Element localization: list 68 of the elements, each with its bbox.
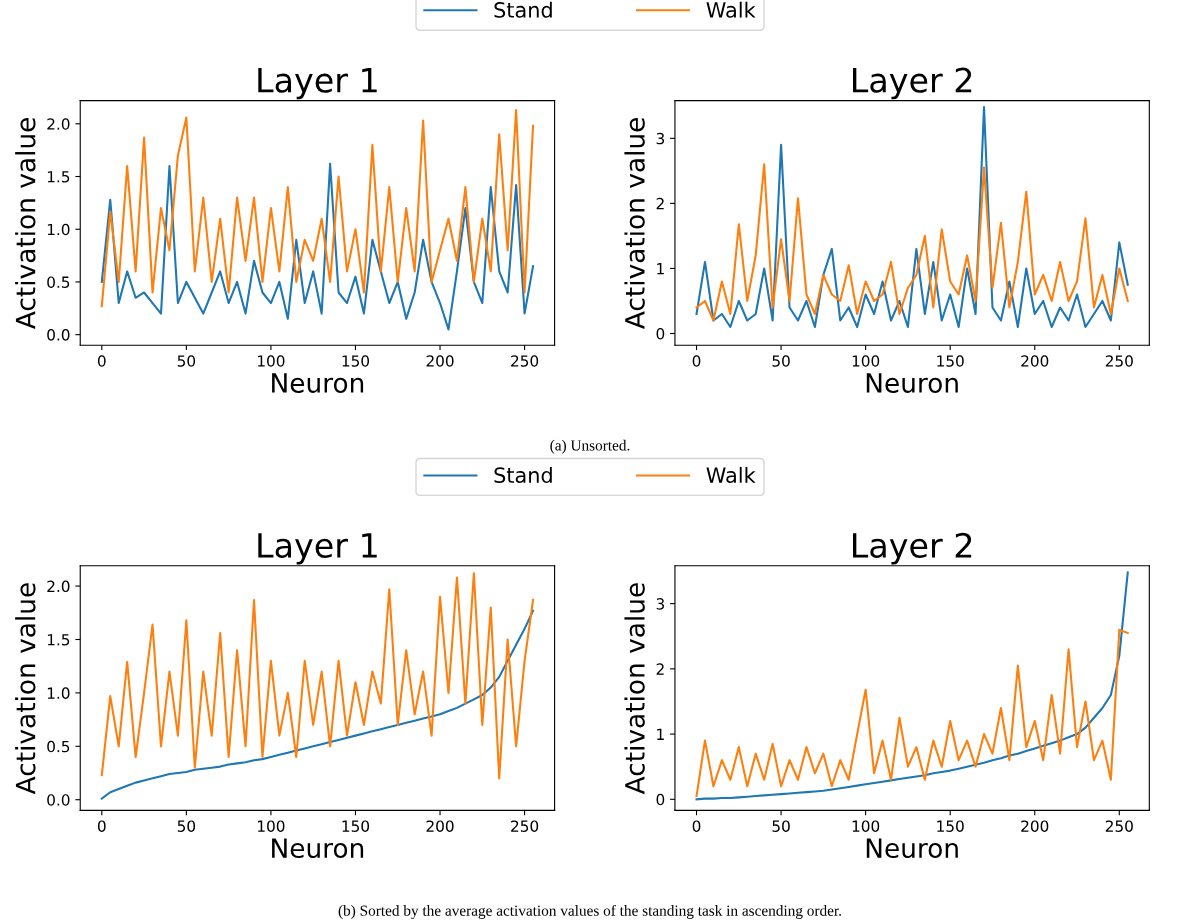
line-series bbox=[100, 162, 535, 331]
x-axis-title: Neuron bbox=[866, 838, 958, 859]
x-tick-label: 200 bbox=[426, 820, 454, 832]
legend-label: Stand bbox=[494, 1, 552, 18]
x-tick-label: 150 bbox=[342, 820, 370, 832]
x-tick-label: 100 bbox=[852, 355, 880, 367]
text: (b) Sorted by the average activation values of the standing task in ascending order. bbox=[338, 904, 841, 919]
y-tick-label: 0 bbox=[656, 327, 665, 340]
y-tick-label: 0 bbox=[656, 793, 665, 806]
line-series bbox=[695, 163, 1129, 322]
x-tick-label: 50 bbox=[177, 355, 196, 367]
line-series bbox=[100, 609, 535, 800]
x-tick-label: 0 bbox=[97, 820, 106, 832]
y-tick-label: 2.0 bbox=[47, 580, 70, 593]
x-tick-label: 200 bbox=[426, 355, 454, 367]
x-tick-label: 250 bbox=[511, 355, 539, 367]
y-tick-label: 0.5 bbox=[47, 740, 70, 753]
x-axis-title: Neuron bbox=[272, 373, 364, 393]
y-tick-label: 1 bbox=[657, 728, 664, 740]
text: (a) Unsorted. bbox=[550, 439, 630, 454]
x-axis-title: Neuron bbox=[272, 838, 364, 859]
x-tick-label: 250 bbox=[1105, 820, 1133, 832]
x-tick-label: 200 bbox=[1021, 355, 1049, 367]
x-tick-label: 0 bbox=[692, 820, 701, 832]
y-axis-title: Activation value bbox=[624, 118, 645, 329]
x-tick-label: 150 bbox=[342, 355, 370, 367]
line-series bbox=[100, 109, 535, 308]
x-tick-label: 250 bbox=[511, 820, 539, 832]
y-tick-label: 1.5 bbox=[47, 634, 70, 646]
y-axis-title: Activation value bbox=[624, 583, 645, 795]
x-tick-label: 50 bbox=[772, 820, 790, 832]
chart-title: Layer 1 bbox=[258, 67, 377, 100]
y-axis-title: Activation value bbox=[15, 118, 36, 329]
y-tick-label: 1 bbox=[657, 263, 664, 275]
y-tick-label: 1.0 bbox=[47, 687, 70, 699]
legend-label: Stand bbox=[494, 466, 552, 484]
legend-label: Walk bbox=[706, 466, 756, 484]
legend-label: Walk bbox=[706, 1, 756, 18]
y-tick-label: 3 bbox=[656, 132, 665, 145]
x-tick-label: 100 bbox=[258, 355, 285, 367]
x-tick-label: 150 bbox=[937, 355, 964, 367]
x-axis-title: Neuron bbox=[866, 373, 958, 393]
x-tick-label: 250 bbox=[1105, 355, 1133, 367]
x-tick-label: 0 bbox=[97, 355, 106, 367]
chart-title: Layer 1 bbox=[258, 533, 377, 565]
chart-title: Layer 2 bbox=[853, 67, 972, 100]
x-tick-label: 100 bbox=[852, 820, 880, 832]
x-tick-label: 200 bbox=[1021, 820, 1049, 832]
y-tick-label: 0.0 bbox=[47, 794, 70, 806]
y-tick-label: 0.0 bbox=[47, 329, 70, 341]
x-tick-label: 50 bbox=[177, 820, 196, 832]
y-tick-label: 2 bbox=[656, 197, 664, 210]
y-tick-label: 2.0 bbox=[47, 118, 70, 130]
line-series bbox=[695, 106, 1129, 329]
chart-title: Layer 2 bbox=[853, 532, 972, 565]
line-series bbox=[695, 571, 1129, 801]
y-axis-title: Activation value bbox=[15, 583, 36, 795]
x-tick-label: 100 bbox=[258, 820, 285, 832]
x-tick-label: 150 bbox=[937, 820, 964, 832]
y-tick-label: 2 bbox=[656, 663, 664, 675]
x-tick-label: 50 bbox=[772, 355, 790, 367]
line-series bbox=[100, 572, 535, 780]
x-tick-label: 0 bbox=[692, 355, 701, 367]
y-tick-label: 1.5 bbox=[47, 171, 70, 183]
y-tick-label: 3 bbox=[656, 598, 665, 610]
y-tick-label: 1.0 bbox=[47, 223, 70, 236]
y-tick-label: 0.5 bbox=[47, 276, 70, 288]
line-series bbox=[695, 628, 1129, 798]
